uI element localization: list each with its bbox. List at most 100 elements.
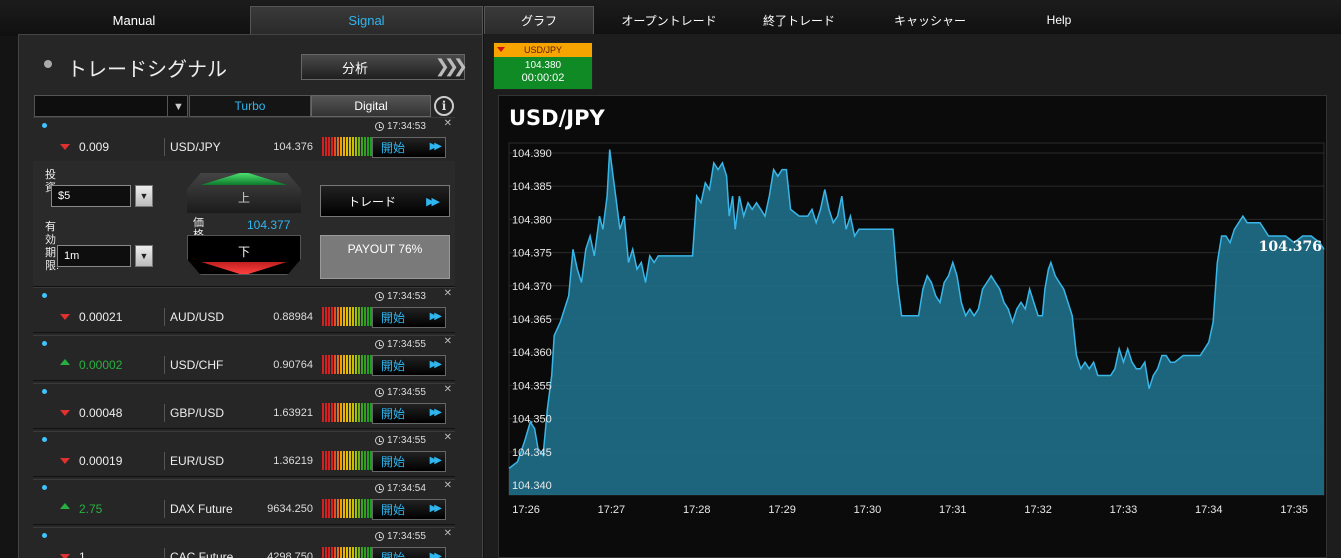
signal-change: 0.00021 — [79, 310, 123, 324]
divider — [164, 138, 165, 156]
invest-input[interactable]: $5 — [51, 185, 131, 207]
expiry-dropdown[interactable]: ▼ — [135, 245, 153, 267]
meter-bar — [352, 307, 354, 326]
expiry-input[interactable]: 1m — [57, 245, 131, 267]
start-button[interactable]: 開始 ▶▶ — [372, 451, 446, 472]
tab-cashier[interactable]: キャッシャー — [893, 13, 966, 28]
tab-manual[interactable]: Manual — [112, 12, 156, 28]
info-icon[interactable]: i — [434, 96, 454, 116]
clock-icon — [375, 532, 384, 541]
meter-bar — [331, 403, 333, 422]
x-tick-label: 17:33 — [1110, 504, 1138, 516]
call-up-button[interactable]: 上 — [187, 173, 301, 213]
start-button[interactable]: 開始 ▶▶ — [372, 355, 446, 376]
signal-row[interactable]: 17:34:55 ✕ 0.00002 USD/CHF 0.90764 開始 ▶▶ — [33, 335, 455, 381]
start-button[interactable]: 開始 ▶▶ — [372, 547, 446, 558]
meter-bar — [325, 547, 327, 558]
meter-bar — [370, 499, 372, 518]
call-up-label: 上 — [237, 191, 250, 205]
invest-dropdown[interactable]: ▼ — [135, 185, 153, 207]
meter-bar — [340, 137, 342, 156]
meter-bar — [367, 451, 369, 470]
fast-forward-icon: ▶▶ — [429, 455, 443, 466]
meter-bar — [358, 451, 360, 470]
meter-bar — [340, 499, 342, 518]
fast-forward-icon: ▶▶ — [426, 196, 440, 208]
signal-price: 4298.750 — [267, 551, 313, 558]
meter-bar — [355, 355, 357, 374]
close-icon[interactable]: ✕ — [443, 336, 452, 347]
meter-bar — [352, 137, 354, 156]
clock-icon — [375, 484, 384, 493]
signal-price: 1.36219 — [273, 455, 313, 467]
signal-row[interactable]: 17:34:55 ✕ 1 CAC Future 4298.750 開始 ▶▶ — [33, 527, 455, 558]
tab-signal[interactable]: Signal — [250, 6, 483, 34]
start-label: 開始 — [381, 141, 406, 155]
chart-title: USD/JPY — [509, 106, 605, 130]
start-button[interactable]: 開始 ▶▶ — [372, 499, 446, 520]
close-icon[interactable]: ✕ — [443, 118, 452, 129]
tab-closed-trades[interactable]: 終了トレード — [762, 13, 835, 28]
page-title: トレードシグナル — [67, 59, 227, 81]
asset-filter-select[interactable]: ▼ — [34, 95, 189, 118]
meter-bar — [343, 355, 345, 374]
meter-bar — [322, 307, 324, 326]
signal-price: 0.88984 — [273, 311, 313, 323]
y-tick-label: 104.375 — [512, 248, 552, 260]
signal-row[interactable]: 17:34:53 ✕ 0.00021 AUD/USD 0.88984 開始 ▶▶ — [33, 287, 455, 333]
analyze-button[interactable]: 分析 ❯❯❯ — [301, 54, 468, 80]
start-button[interactable]: 開始 ▶▶ — [372, 307, 446, 328]
status-dot-icon — [42, 341, 47, 346]
fast-forward-icon: ▶▶ — [429, 359, 443, 370]
meter-bar — [370, 547, 372, 558]
chevron-down-icon[interactable]: ▼ — [167, 96, 189, 118]
meter-bar — [358, 137, 360, 156]
meter-bar — [367, 499, 369, 518]
meter-bar — [331, 547, 333, 558]
chart-svg: 104.340 104.345 104.350 104.355 104.360 104.3… — [508, 142, 1325, 516]
start-button[interactable]: 開始 ▶▶ — [372, 403, 446, 424]
put-down-button[interactable]: 下 — [187, 235, 301, 275]
close-icon[interactable]: ✕ — [443, 480, 452, 491]
meter-bar — [361, 499, 363, 518]
down-arrow-icon — [60, 314, 70, 320]
meter-bar — [328, 355, 330, 374]
meter-bar — [328, 403, 330, 422]
close-icon[interactable]: ✕ — [443, 528, 452, 539]
start-label: 開始 — [381, 359, 406, 373]
close-icon[interactable]: ✕ — [443, 384, 452, 395]
meter-bar — [325, 403, 327, 422]
x-tick-label: 17:28 — [683, 504, 711, 516]
tab-turbo[interactable]: Turbo — [189, 95, 311, 117]
meter-bar — [343, 403, 345, 422]
down-arrow-icon — [497, 47, 505, 52]
current-price-label: 104.376 — [1259, 239, 1322, 255]
status-dot-icon — [42, 437, 47, 442]
tab-digital[interactable]: Digital — [311, 95, 431, 117]
signal-row[interactable]: 17:34:53 ✕ 0.009 USD/JPY 104.376 開始 ▶▶ — [33, 117, 455, 163]
start-button[interactable]: 開始 ▶▶ — [372, 137, 446, 158]
meter-bar — [346, 451, 348, 470]
signal-row[interactable]: 17:34:55 ✕ 0.00048 GBP/USD 1.63921 開始 ▶▶ — [33, 383, 455, 429]
meter-bar — [331, 307, 333, 326]
signal-row[interactable]: 17:34:55 ✕ 0.00019 EUR/USD 1.36219 開始 ▶▶ — [33, 431, 455, 477]
meter-bar — [349, 499, 351, 518]
meter-bar — [367, 137, 369, 156]
ticker-pair: USD/JPY — [523, 45, 562, 55]
clock-icon — [375, 292, 384, 301]
y-tick-label: 104.350 — [512, 414, 552, 426]
close-icon[interactable]: ✕ — [443, 432, 452, 443]
down-arrow-icon — [201, 262, 287, 274]
current-price: 104.377 — [247, 218, 291, 232]
tab-open-trades[interactable]: オープントレード — [621, 13, 717, 28]
signal-row[interactable]: 17:34:54 ✕ 2.75 DAX Future 9634.250 開始 ▶▶ — [33, 479, 455, 525]
trade-button[interactable]: トレード ▶▶ — [320, 185, 450, 217]
meter-bar — [364, 547, 366, 558]
meter-bar — [358, 355, 360, 374]
close-icon[interactable]: ✕ — [443, 288, 452, 299]
tab-graph[interactable]: グラフ — [484, 6, 594, 34]
start-label: 開始 — [381, 407, 406, 421]
tab-help[interactable]: Help — [1046, 13, 1072, 27]
series-line — [508, 149, 1325, 469]
signal-pair: AUD/USD — [170, 310, 225, 324]
